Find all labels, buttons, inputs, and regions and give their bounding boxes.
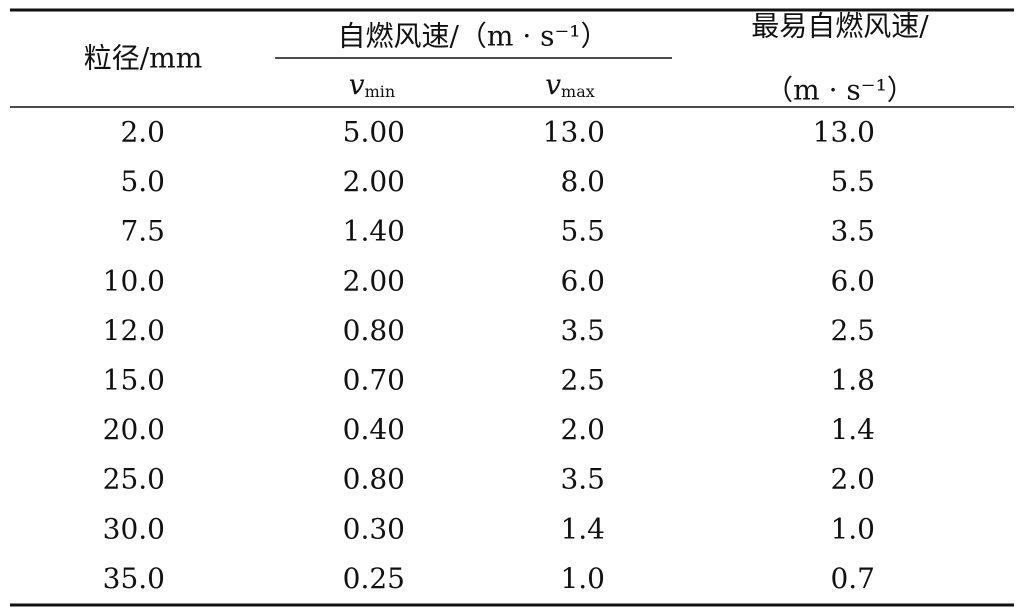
cell: 30.0 (103, 512, 165, 545)
cell: 1.40 (343, 215, 405, 248)
cell: 5.0 (120, 165, 165, 198)
cell: 0.30 (343, 512, 405, 545)
cell: 0.40 (343, 413, 405, 446)
cell: 13.0 (543, 116, 605, 149)
cell: 1.0 (830, 512, 875, 545)
cell: 6.0 (830, 264, 875, 297)
cell: 5.5 (830, 165, 875, 198)
cell: 2.00 (343, 165, 405, 198)
cell: 2.00 (343, 264, 405, 297)
header-easiest-unit: （m · s⁻¹） (765, 74, 915, 107)
subscript: min (365, 82, 396, 101)
cell: 15.0 (103, 364, 165, 397)
cell: 1.4 (560, 512, 605, 545)
header-ignition-speed: 自燃风速/（m · s⁻¹） (337, 20, 608, 53)
cell: 5.00 (343, 116, 405, 149)
cell: 6.0 (560, 264, 605, 297)
cell: 3.5 (830, 215, 875, 248)
header-particle-size: 粒径/mm (84, 42, 203, 75)
symbol: v (349, 68, 365, 101)
cell: 2.0 (120, 116, 165, 149)
subscript: max (561, 82, 595, 101)
cell: 10.0 (103, 264, 165, 297)
cell: 1.8 (830, 364, 875, 397)
cell: 20.0 (103, 413, 165, 446)
cell: 1.0 (560, 562, 605, 595)
cell: 13.0 (813, 116, 875, 149)
symbol: v (545, 68, 561, 101)
cell: 2.0 (830, 463, 875, 496)
cell: 0.25 (343, 562, 405, 595)
cell: 2.5 (560, 364, 605, 397)
header-easiest-speed: 最易自燃风速/ (751, 10, 929, 43)
cell: 2.5 (830, 314, 875, 347)
cell: 3.5 (560, 463, 605, 496)
header-vmax: vmax (545, 68, 595, 101)
cell: 7.5 (120, 215, 165, 248)
cell: 8.0 (560, 165, 605, 198)
cell: 0.7 (830, 562, 875, 595)
header-vmin: vmin (349, 68, 395, 101)
cell: 35.0 (103, 562, 165, 595)
cell: 0.70 (343, 364, 405, 397)
cell: 0.80 (343, 463, 405, 496)
cell: 3.5 (560, 314, 605, 347)
cell: 0.80 (343, 314, 405, 347)
cell: 25.0 (103, 463, 165, 496)
cell: 1.4 (830, 413, 875, 446)
cell: 5.5 (560, 215, 605, 248)
cell: 2.0 (560, 413, 605, 446)
cell: 12.0 (103, 314, 165, 347)
